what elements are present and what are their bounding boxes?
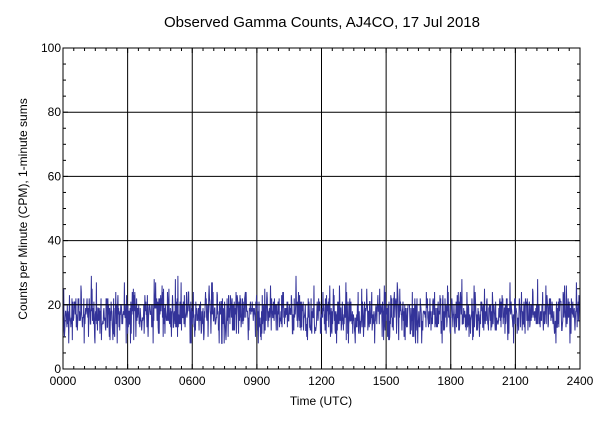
x-axis-label: Time (UTC) <box>290 394 352 408</box>
x-tick-label: 2100 <box>502 374 529 388</box>
y-axis-tick-labels: 0 20 40 60 80 100 <box>41 41 61 376</box>
y-tick-label: 80 <box>48 105 62 119</box>
x-tick-label: 0600 <box>179 374 206 388</box>
y-axis-label: Counts per Minute (CPM), 1-minute sums <box>16 98 30 319</box>
x-tick-label: 0000 <box>50 374 77 388</box>
x-tick-label: 1800 <box>437 374 464 388</box>
y-tick-label: 40 <box>48 234 62 248</box>
x-tick-label: 0300 <box>114 374 141 388</box>
y-tick-label: 0 <box>54 362 61 376</box>
chart-title: Observed Gamma Counts, AJ4CO, 17 Jul 201… <box>164 14 480 31</box>
plot-frame <box>62 47 581 370</box>
x-tick-label: 2400 <box>567 374 594 388</box>
x-tick-label: 0900 <box>244 374 271 388</box>
x-axis-tick-labels: 0000 0300 0600 0900 1200 1500 1800 2100 2400 <box>50 374 594 388</box>
y-tick-label: 60 <box>48 169 62 183</box>
y-tick-label: 100 <box>41 41 61 55</box>
x-tick-label: 1200 <box>308 374 335 388</box>
grid-lines <box>63 48 580 369</box>
x-tick-label: 1500 <box>373 374 400 388</box>
y-tick-label: 20 <box>48 298 62 312</box>
